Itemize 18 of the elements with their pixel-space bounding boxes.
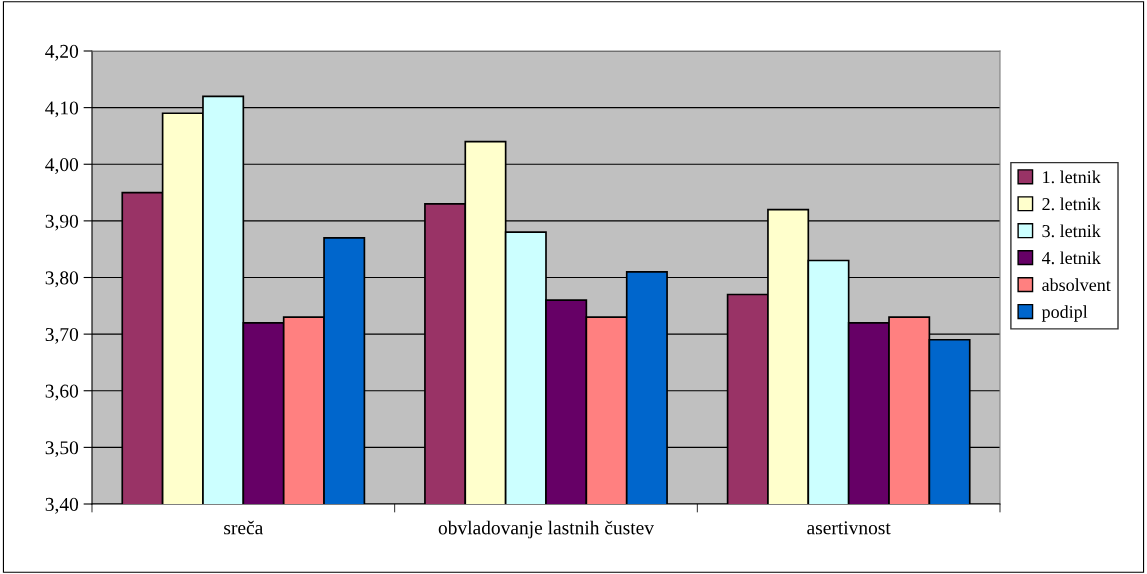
- y-tick-label: 3,80: [45, 271, 79, 288]
- x-tick-label: sreča: [224, 520, 264, 535]
- y-tick-label: 4,10: [45, 101, 79, 118]
- x-tick-label: asertivnost: [807, 521, 891, 535]
- legend-label: 1. letnik: [1043, 170, 1101, 184]
- legend-label: podipl: [1041, 305, 1088, 322]
- x-tick-label: obvladovanje lastnih čustev: [438, 520, 654, 539]
- y-tick-label: 4,20: [45, 44, 79, 61]
- y-tick-label: 3,70: [45, 327, 79, 344]
- legend-label: 2. letnik: [1042, 197, 1101, 211]
- y-tick-label: 4,00: [45, 158, 79, 174]
- y-tick-label: 3,60: [45, 384, 79, 401]
- legend-label: 4. letnik: [1041, 251, 1101, 265]
- y-tick-label: 3,50: [45, 441, 79, 458]
- y-tick-label: 3,40: [45, 497, 79, 514]
- legend-label: absolvent: [1042, 278, 1111, 292]
- legend-label: 3. letnik: [1042, 224, 1101, 238]
- y-tick-label: 3,90: [45, 214, 79, 231]
